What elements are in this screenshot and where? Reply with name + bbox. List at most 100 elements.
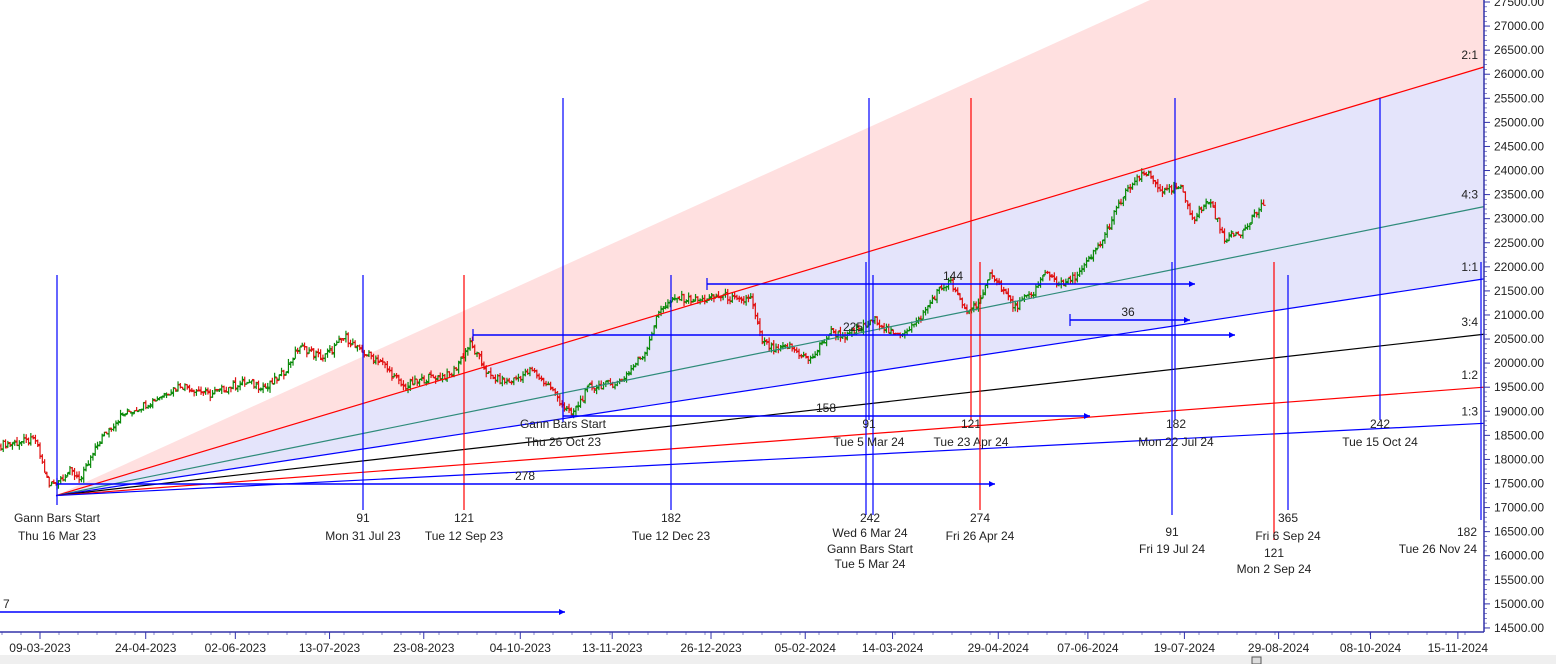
bar-count-label: 7 — [3, 597, 10, 611]
y-tick-label: 24500.00 — [1494, 139, 1544, 153]
price-bar — [654, 315, 659, 329]
price-bar — [930, 294, 935, 305]
bar-count-label: 144 — [943, 269, 963, 283]
price-bar — [258, 387, 263, 392]
y-tick-label: 20500.00 — [1494, 332, 1544, 346]
y-tick-label: 18500.00 — [1494, 428, 1544, 442]
price-bar — [569, 407, 574, 416]
price-bar — [410, 376, 415, 386]
axes: 14500.00 15000.00 15500.00 16000.00 16500.00… — [0, 0, 1544, 655]
price-bar — [564, 405, 569, 412]
price-bar — [762, 337, 767, 346]
price-bar — [1194, 212, 1199, 222]
price-bar — [1073, 272, 1078, 284]
price-bar — [548, 381, 553, 391]
price-bar — [1243, 224, 1248, 231]
price-bar — [1086, 255, 1091, 262]
price-bars — [0, 168, 1266, 489]
price-bar — [1240, 229, 1245, 239]
price-bar — [371, 353, 376, 365]
gann-fan-line-2-1[interactable] — [55, 66, 1485, 497]
price-bar — [254, 381, 259, 390]
bar-count-arrow[interactable]: 225 — [472, 320, 1235, 341]
price-bar — [343, 330, 348, 343]
price-bar — [12, 439, 17, 446]
price-bar — [937, 286, 942, 294]
price-bar — [760, 330, 765, 345]
x-tick-label: 29-04-2024 — [968, 641, 1030, 655]
price-bar — [265, 382, 270, 392]
price-bar — [162, 392, 167, 398]
price-bar — [475, 351, 480, 358]
price-bar — [546, 381, 551, 386]
price-bar — [318, 349, 323, 361]
price-bar — [277, 374, 282, 381]
y-tick-label: 19500.00 — [1494, 380, 1544, 394]
price-bar — [1089, 254, 1094, 260]
x-tick-label: 08-10-2024 — [1340, 641, 1402, 655]
price-bar — [42, 459, 47, 473]
bar-count-label: 158 — [816, 401, 836, 415]
bar-count-arrow[interactable]: 7 — [0, 597, 565, 615]
price-bar — [737, 295, 742, 303]
bar-count-arrow[interactable]: 144 — [706, 269, 1195, 290]
price-bar — [233, 377, 238, 391]
time-marker-count: 365 — [1278, 511, 1298, 525]
price-bar — [1128, 183, 1133, 193]
price-bar — [1107, 223, 1112, 231]
price-bar — [1139, 168, 1144, 183]
time-marker-date: Mon 31 Jul 23 — [325, 529, 401, 543]
price-bar — [323, 353, 328, 362]
price-bar — [249, 380, 254, 385]
price-bar — [111, 423, 116, 432]
price-bar — [86, 460, 91, 466]
gann-fan-line-3-4[interactable] — [56, 333, 1485, 497]
price-bar — [1220, 226, 1225, 234]
price-bar — [1137, 175, 1142, 182]
price-bar — [33, 434, 38, 445]
price-bar — [238, 380, 243, 391]
bar-count-arrow[interactable]: 158 — [562, 401, 1090, 422]
y-tick-label: 16500.00 — [1494, 525, 1544, 539]
time-marker-date: Tue 12 Sep 23 — [425, 529, 504, 543]
price-bar — [1229, 230, 1234, 238]
price-bar — [35, 439, 40, 448]
price-bar — [539, 375, 544, 382]
gann-fan-line-1-2[interactable] — [56, 386, 1485, 497]
price-bar — [481, 361, 486, 370]
price-bar — [962, 303, 967, 310]
time-marker-count: 91 — [356, 511, 370, 525]
y-tick-label: 19000.00 — [1494, 404, 1544, 418]
price-bar — [279, 367, 284, 377]
price-bar — [300, 342, 305, 347]
price-bar — [1160, 185, 1165, 198]
price-bar — [281, 369, 286, 380]
x-tick-label: 05-02-2024 — [775, 641, 837, 655]
price-bar — [1169, 184, 1174, 195]
price-bar — [1013, 300, 1018, 312]
gann-fan-ratio-label: 1:1 — [1461, 260, 1478, 274]
price-bar — [155, 396, 160, 402]
gann-fan-line-4-3[interactable] — [55, 206, 1485, 497]
price-bar — [1079, 265, 1084, 275]
price-bar — [63, 474, 68, 482]
time-marker-date: Tue 12 Dec 23 — [632, 529, 711, 543]
price-bar — [314, 350, 319, 361]
price-bar — [116, 419, 121, 426]
time-marker-date: Fri 26 Apr 24 — [946, 529, 1015, 543]
y-tick-label: 22000.00 — [1494, 260, 1544, 274]
price-bar — [1250, 214, 1255, 224]
y-tick-label: 22500.00 — [1494, 236, 1544, 250]
price-bar — [932, 295, 937, 301]
price-bar — [189, 387, 194, 393]
scroll-handle[interactable] — [1251, 656, 1262, 665]
bar-count-arrow[interactable]: 278 — [56, 469, 995, 490]
x-tick-label: 26-12-2023 — [680, 641, 742, 655]
price-bar — [1001, 286, 1006, 295]
price-bar — [79, 475, 84, 483]
price-bar — [1247, 222, 1252, 230]
gann-fan-line-1-1[interactable] — [55, 278, 1485, 497]
bar-count-arrow[interactable]: 36 — [1069, 305, 1190, 326]
price-bar — [304, 346, 309, 358]
